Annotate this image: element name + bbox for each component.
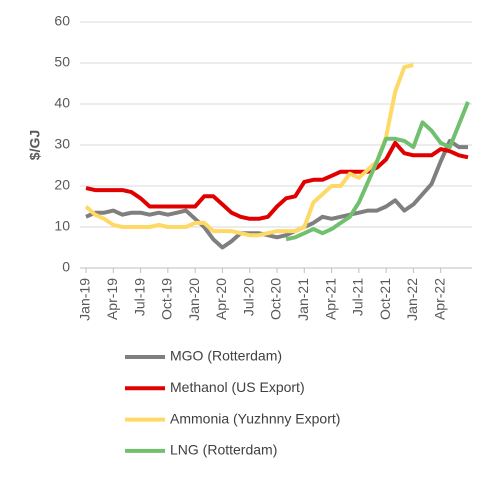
- x-tick-label: Oct-19: [159, 278, 175, 320]
- legend-text: LNG (Rotterdam): [170, 442, 277, 458]
- x-tick-label: Jan-22: [404, 278, 420, 321]
- x-tick-label: Jul-21: [350, 278, 366, 316]
- x-tick-label: Jul-20: [240, 278, 256, 316]
- y-tick-label: 20: [54, 177, 70, 193]
- series-line: [85, 140, 469, 221]
- x-tick-label: Apr-21: [322, 278, 338, 320]
- y-tick-label: 60: [54, 13, 70, 29]
- y-axis-label: $/GJ: [27, 130, 43, 160]
- series-line: [285, 101, 470, 242]
- x-tick-label: Apr-22: [431, 278, 447, 320]
- y-tick-label: 50: [54, 54, 70, 70]
- legend-text: Ammonia (Yuzhnny Export): [170, 410, 340, 426]
- series-line: [84, 63, 414, 238]
- x-tick-label: Oct-21: [377, 278, 393, 320]
- series-line: [85, 138, 468, 250]
- y-tick-label: 30: [54, 136, 70, 152]
- y-tick-label: 40: [54, 95, 70, 111]
- x-tick-label: Apr-20: [213, 278, 229, 320]
- legend-text: MGO (Rotterdam): [170, 348, 282, 364]
- x-tick-label: Jan-21: [295, 278, 311, 321]
- x-tick-label: Oct-20: [268, 278, 284, 320]
- x-tick-label: Jan-20: [186, 278, 202, 321]
- x-tick-label: Jan-19: [77, 278, 93, 321]
- x-tick-label: Jul-19: [131, 278, 147, 316]
- y-tick-label: 0: [62, 259, 70, 275]
- legend-text: Methanol (US Export): [170, 379, 305, 395]
- y-tick-label: 10: [54, 218, 70, 234]
- x-tick-label: Apr-19: [104, 278, 120, 320]
